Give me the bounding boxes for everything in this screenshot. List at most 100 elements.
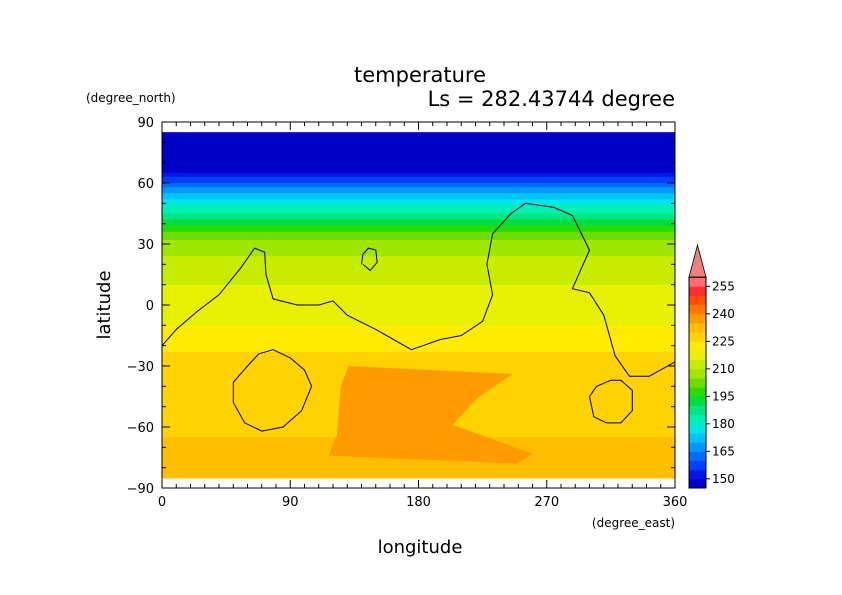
field-band — [162, 473, 675, 477]
field-band — [162, 325, 675, 328]
field-band — [162, 209, 675, 213]
field-band — [162, 475, 675, 479]
field-band — [162, 262, 675, 265]
field-band — [162, 327, 675, 330]
field-band — [162, 152, 675, 156]
field-band — [162, 174, 675, 178]
y-axis-label: latitude — [94, 270, 115, 339]
field-band — [162, 463, 675, 467]
topography-contour — [589, 379, 633, 424]
field-band — [162, 353, 675, 357]
colorbar-segment — [689, 414, 706, 425]
colorbar-label: 225 — [712, 334, 735, 348]
colorbar-label: 210 — [712, 362, 735, 376]
field-band — [162, 321, 675, 324]
field-band — [162, 256, 675, 259]
field-band — [162, 461, 675, 465]
field-band — [162, 172, 675, 176]
field-band — [162, 323, 675, 326]
field-band — [162, 213, 675, 217]
field-band — [162, 217, 675, 221]
field-band — [162, 343, 675, 347]
field-band — [162, 331, 675, 335]
field-band — [162, 471, 675, 475]
field-band — [162, 294, 675, 298]
field-band — [162, 233, 675, 237]
field-band — [162, 239, 675, 243]
field-band — [162, 156, 675, 160]
field-band — [162, 264, 675, 267]
field-band — [162, 258, 675, 261]
field-band — [162, 250, 675, 253]
field-band — [162, 284, 675, 288]
field-band — [162, 359, 675, 363]
field-band — [162, 292, 675, 296]
field-band — [162, 337, 675, 341]
field-band — [162, 347, 675, 351]
field-band — [162, 223, 675, 227]
colorbar-segment — [689, 313, 706, 324]
field-band — [162, 274, 675, 278]
field-band — [162, 361, 675, 365]
colorbar-segment — [689, 387, 706, 397]
field-band — [162, 288, 675, 292]
field-band — [162, 335, 675, 339]
field-band — [162, 363, 675, 367]
colorbar-segment — [689, 423, 706, 434]
field-band — [162, 254, 675, 257]
field-band — [162, 201, 675, 204]
colorbar-segment — [689, 277, 706, 287]
field-band — [162, 221, 675, 225]
colorbar-segment — [689, 295, 706, 306]
field-band — [162, 166, 675, 170]
field-band — [162, 282, 675, 286]
field-band — [162, 270, 675, 274]
y-tick-label: 90 — [137, 116, 154, 131]
y-units-label: (degree_north) — [86, 91, 176, 105]
colorbar-frame — [688, 276, 707, 489]
colorbar-label: 180 — [712, 417, 735, 431]
field-band — [162, 170, 675, 174]
warm-region — [328, 366, 533, 464]
temperature-field — [162, 132, 675, 479]
field-band — [162, 162, 675, 166]
colorbar-segment — [689, 350, 706, 361]
colorbar-label: 165 — [712, 444, 735, 458]
colorbar-label: 150 — [712, 472, 735, 486]
field-band — [162, 290, 675, 294]
colorbar-segment — [689, 378, 706, 388]
field-band — [162, 189, 675, 192]
colorbar-segment — [689, 396, 706, 406]
colorbar-segment — [689, 341, 706, 351]
field-band — [162, 160, 675, 164]
field-band — [162, 252, 675, 255]
chart-subtitle: Ls = 282.43744 degree — [428, 87, 675, 111]
colorbar-segment — [689, 286, 706, 296]
field-band — [162, 278, 675, 282]
field-band — [162, 317, 675, 320]
field-band — [162, 140, 675, 143]
colorbar-segment — [689, 451, 706, 461]
field-band — [162, 183, 675, 186]
colorbar-segment — [689, 405, 706, 416]
field-band — [162, 231, 675, 235]
field-band — [162, 187, 675, 190]
x-tick-label: 270 — [534, 495, 559, 510]
field-band — [162, 286, 675, 290]
colorbar: 255 240 225 210 195 180 165 150 — [688, 243, 735, 489]
field-band — [162, 260, 675, 263]
field-band — [162, 136, 675, 139]
field-band — [162, 467, 675, 471]
field-band — [162, 309, 675, 312]
colorbar-segment — [689, 460, 706, 471]
field-band — [162, 268, 675, 272]
field-band — [162, 315, 675, 318]
field-band — [162, 229, 675, 233]
field-band — [162, 349, 675, 353]
field-band — [162, 333, 675, 337]
colorbar-segment — [689, 442, 706, 452]
field-band — [162, 355, 675, 359]
field-band — [162, 199, 675, 202]
y-tick-label: −60 — [127, 421, 154, 436]
